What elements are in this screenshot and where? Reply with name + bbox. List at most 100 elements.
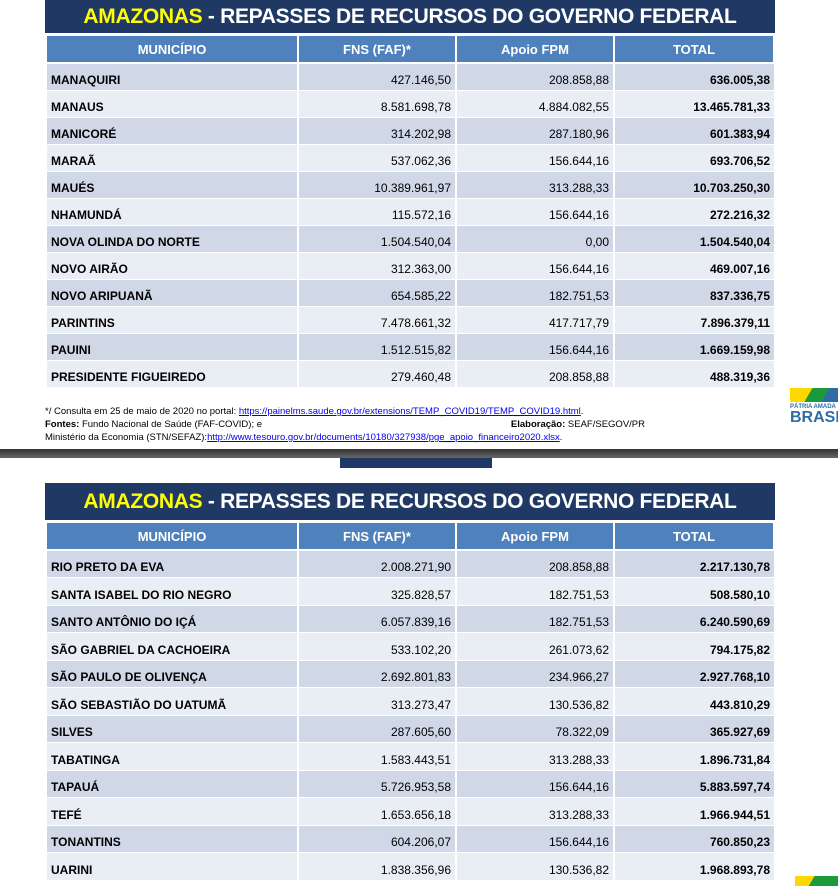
fns-cell: 604.206,07 xyxy=(297,825,456,853)
column-header: TOTAL xyxy=(613,36,775,64)
fpm-cell: 0,00 xyxy=(455,225,614,253)
fpm-cell: 182.751,53 xyxy=(455,279,614,307)
table-row: SILVES 287.605,60 78.322,09 365.927,69 xyxy=(45,715,774,743)
column-header: TOTAL xyxy=(613,523,775,551)
table-row: SÃO SEBASTIÃO DO UATUMÃ 313.273,47 130.536… xyxy=(45,687,774,716)
patria-amada-brasil-logo: PÁTRIA AMADABRASIL xyxy=(790,388,838,444)
municipio-cell: PAUINI xyxy=(45,333,298,361)
logo-partial xyxy=(795,876,838,886)
table-row: SANTO ANTÔNIO DO IÇÁ 6.057.839,16 182.751,… xyxy=(45,605,774,633)
fns-cell: 537.062,36 xyxy=(297,144,456,172)
column-header: FNS (FAF)* xyxy=(297,523,457,551)
total-cell: 365.927,69 xyxy=(613,715,774,743)
table-row: NHAMUNDÁ 115.572,16 156.644,16 272.216,32 xyxy=(45,198,774,226)
table-row: TAPAUÁ 5.726.953,58 156.644,16 5.883.597,74 xyxy=(45,770,774,798)
fns-cell: 654.585,22 xyxy=(297,279,456,307)
total-cell: 508.580,10 xyxy=(613,577,774,606)
fpm-cell: 208.858,88 xyxy=(455,360,614,388)
slide-divider xyxy=(0,449,838,458)
table-row: MARAÃ 537.062,36 156.644,16 693.706,52 xyxy=(45,144,774,172)
total-cell: 636.005,38 xyxy=(613,63,774,91)
fpm-cell: 261.073,62 xyxy=(455,632,614,661)
total-cell: 1.966.944,51 xyxy=(613,797,774,826)
fns-cell: 312.363,00 xyxy=(297,252,456,280)
fns-cell: 287.605,60 xyxy=(297,715,456,743)
slide-title: AMAZONAS - REPASSES DE RECURSOS DO GOVER… xyxy=(45,483,775,520)
total-cell: 443.810,29 xyxy=(613,687,774,716)
municipio-cell: SILVES xyxy=(45,715,298,743)
table-row: PARINTINS 7.478.661,32 417.717,79 7.896.379… xyxy=(45,306,774,334)
municipio-cell: NOVO AIRÃO xyxy=(45,252,298,280)
fpm-cell: 4.884.082,55 xyxy=(455,90,614,118)
fns-cell: 313.273,47 xyxy=(297,687,456,716)
saude-portal-link[interactable]: https://painelms.saude.gov.br/extensions… xyxy=(238,406,581,417)
column-header: Apoio FPM xyxy=(455,36,615,64)
municipio-cell: NHAMUNDÁ xyxy=(45,198,298,226)
fpm-cell: 287.180,96 xyxy=(455,117,614,145)
tesouro-link[interactable]: http://www.tesouro.gov.br/documents/1018… xyxy=(207,432,560,443)
total-cell: 13.465.781,33 xyxy=(613,90,774,118)
fns-cell: 6.057.839,16 xyxy=(297,605,456,633)
fpm-cell: 313.288,33 xyxy=(455,171,614,199)
fpm-cell: 182.751,53 xyxy=(455,577,614,606)
table-row: MANAUS 8.581.698,78 4.884.082,55 13.465.781… xyxy=(45,90,774,118)
municipio-cell: MANAUS xyxy=(45,90,298,118)
municipio-cell: TONANTINS xyxy=(45,825,298,853)
fpm-cell: 156.644,16 xyxy=(455,333,614,361)
fns-cell: 8.581.698,78 xyxy=(297,90,456,118)
table-row: TONANTINS 604.206,07 156.644,16 760.850,23 xyxy=(45,825,774,853)
transfers-table-2: MUNICÍPIO FNS (FAF)* Apoio FPM TOTAL RIO PRE… xyxy=(45,523,775,881)
municipio-cell: MANICORÉ xyxy=(45,117,298,145)
municipio-cell: TABATINGA xyxy=(45,742,298,771)
fpm-cell: 156.644,16 xyxy=(455,198,614,226)
fpm-cell: 156.644,16 xyxy=(455,770,614,798)
fpm-cell: 156.644,16 xyxy=(455,252,614,280)
table-row: NOVA OLINDA DO NORTE 1.504.540,04 0,00 1.50… xyxy=(45,225,774,253)
municipio-cell: PARINTINS xyxy=(45,306,298,334)
column-header: MUNICÍPIO xyxy=(45,523,299,551)
slide-2: AMAZONAS - REPASSES DE RECURSOS DO GOVER… xyxy=(45,483,775,881)
municipio-cell: SÃO GABRIEL DA CACHOEIRA xyxy=(45,632,298,661)
table-row: MANICORÉ 314.202,98 287.180,96 601.383,94 xyxy=(45,117,774,145)
slide-title: AMAZONAS - REPASSES DE RECURSOS DO GOVER… xyxy=(45,0,775,33)
total-cell: 760.850,23 xyxy=(613,825,774,853)
fns-cell: 279.460,48 xyxy=(297,360,456,388)
fns-cell: 1.653.656,18 xyxy=(297,797,456,826)
municipio-cell: SÃO SEBASTIÃO DO UATUMÃ xyxy=(45,687,298,716)
total-cell: 837.336,75 xyxy=(613,279,774,307)
fpm-cell: 234.966,27 xyxy=(455,660,614,688)
municipio-cell: PRESIDENTE FIGUEIREDO xyxy=(45,360,298,388)
total-cell: 488.319,36 xyxy=(613,360,774,388)
fns-cell: 115.572,16 xyxy=(297,198,456,226)
table-row: SÃO PAULO DE OLIVENÇA 2.692.801,83 234.966… xyxy=(45,660,774,688)
municipio-cell: RIO PRETO DA EVA xyxy=(45,550,298,578)
total-cell: 6.240.590,69 xyxy=(613,605,774,633)
municipio-cell: TEFÉ xyxy=(45,797,298,826)
total-cell: 794.175,82 xyxy=(613,632,774,661)
slide-1: AMAZONAS - REPASSES DE RECURSOS DO GOVER… xyxy=(45,0,775,388)
fpm-cell: 78.322,09 xyxy=(455,715,614,743)
table-row: SÃO GABRIEL DA CACHOEIRA 533.102,20 261.07… xyxy=(45,632,774,661)
fns-cell: 2.008.271,90 xyxy=(297,550,456,578)
column-header: Apoio FPM xyxy=(455,523,615,551)
fpm-cell: 208.858,88 xyxy=(455,63,614,91)
fns-cell: 1.838.356,96 xyxy=(297,852,456,881)
table-row: MANAQUIRI 427.146,50 208.858,88 636.005,38 xyxy=(45,63,774,91)
column-header: FNS (FAF)* xyxy=(297,36,457,64)
total-cell: 7.896.379,11 xyxy=(613,306,774,334)
municipio-cell: MARAÃ xyxy=(45,144,298,172)
fns-cell: 533.102,20 xyxy=(297,632,456,661)
municipio-cell: MANAQUIRI xyxy=(45,63,298,91)
fns-cell: 7.478.661,32 xyxy=(297,306,456,334)
fns-cell: 2.692.801,83 xyxy=(297,660,456,688)
slide-tab-marker xyxy=(340,458,492,468)
fpm-cell: 208.858,88 xyxy=(455,550,614,578)
total-cell: 1.896.731,84 xyxy=(613,742,774,771)
table-row: TEFÉ 1.653.656,18 313.288,33 1.966.944,51 xyxy=(45,797,774,826)
municipio-cell: UARINI xyxy=(45,852,298,881)
total-cell: 2.927.768,10 xyxy=(613,660,774,688)
municipio-cell: SÃO PAULO DE OLIVENÇA xyxy=(45,660,298,688)
fpm-cell: 313.288,33 xyxy=(455,742,614,771)
transfers-table-1: MUNICÍPIO FNS (FAF)* Apoio FPM TOTAL MANAQUI… xyxy=(45,36,775,388)
table-row: PRESIDENTE FIGUEIREDO 279.460,48 208.858,8… xyxy=(45,360,774,388)
